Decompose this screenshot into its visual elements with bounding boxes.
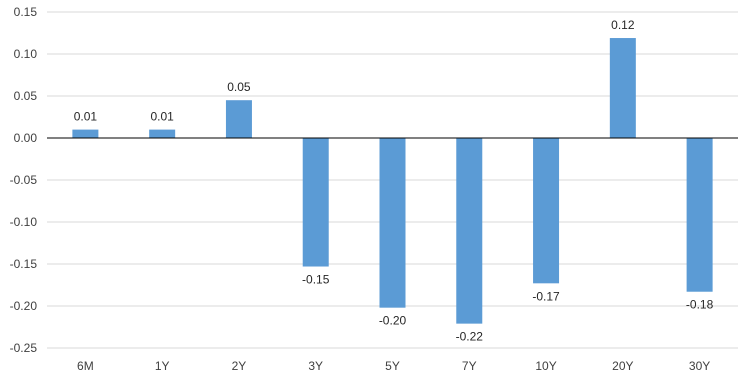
data-labels: 0.01 0.01 0.05 -0.15 -0.20 -0.22 -0.17 0.12 -0.1… [74,18,714,344]
y-tick-label: 0.10 [14,47,38,61]
data-label-30y: -0.18 [686,298,714,312]
y-axis-ticks: 0.15 0.10 0.05 0.00 -0.05 -0.10 -0.15 -0.20 -0.2… [10,5,38,355]
bar-3y [302,138,329,267]
data-label-7y: -0.22 [456,330,484,344]
y-tick-label: 0.00 [14,131,38,145]
y-tick-label: -0.10 [10,215,38,229]
bar-5y [379,138,406,308]
y-tick-label: -0.05 [10,173,38,187]
bar-20y [609,38,636,138]
bar-1y [149,129,176,138]
bars [72,38,713,324]
data-label-5y: -0.20 [379,314,407,328]
x-tick-label: 3Y [308,359,323,373]
y-tick-label: -0.15 [10,257,38,271]
bar-6m [72,129,99,138]
y-tick-label: 0.05 [14,89,38,103]
data-label-10y: -0.17 [532,289,560,303]
x-tick-label: 20Y [612,359,633,373]
data-label-3y: -0.15 [302,273,330,287]
bar-10y [533,138,560,284]
bar-2y [225,100,252,138]
data-label-1y: 0.01 [150,110,174,124]
bar-7y [456,138,483,324]
x-tick-label: 7Y [462,359,477,373]
data-label-6m: 0.01 [74,110,98,124]
x-axis-ticks: 6M 1Y 2Y 3Y 5Y 7Y 10Y 20Y 30Y [77,359,710,373]
x-tick-label: 5Y [385,359,400,373]
y-tick-label: -0.20 [10,299,38,313]
x-tick-label: 1Y [155,359,170,373]
bar-30y [686,138,713,292]
y-tick-label: 0.15 [14,5,38,19]
data-label-2y: 0.05 [227,80,251,94]
x-tick-label: 30Y [689,359,710,373]
x-tick-label: 6M [77,359,94,373]
data-label-20y: 0.12 [611,18,635,32]
y-tick-label: -0.25 [10,341,38,355]
x-tick-label: 2Y [232,359,247,373]
x-tick-label: 10Y [535,359,556,373]
